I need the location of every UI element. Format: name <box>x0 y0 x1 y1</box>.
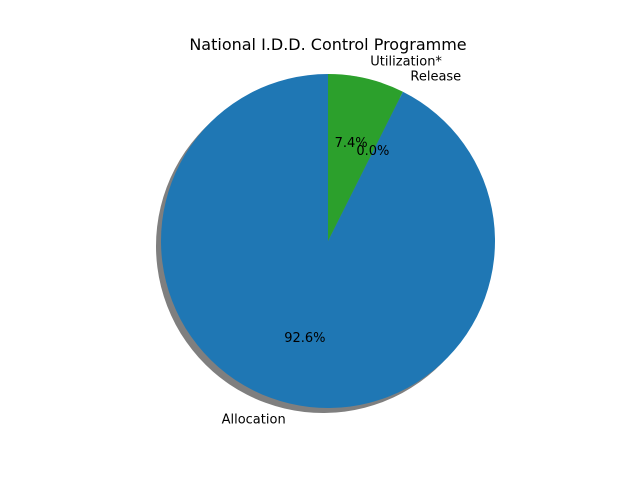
slice-label-release: Release <box>410 69 461 84</box>
chart-title: National I.D.D. Control Programme <box>189 35 466 54</box>
slice-pct-label-utilization: 7.4% <box>335 136 368 151</box>
pie-slice-utilization <box>328 74 403 241</box>
slice-pct-label-allocation: 92.6% <box>284 331 325 346</box>
slice-label-utilization: Utilization* <box>370 55 442 70</box>
pie-labels: Allocation 92.6% Release 0.0% Utilization* 7.… <box>222 55 462 428</box>
slice-pct-label-release: 0.0% <box>356 144 389 159</box>
pie-slices <box>161 74 496 408</box>
slice-label-allocation: Allocation <box>222 412 286 427</box>
